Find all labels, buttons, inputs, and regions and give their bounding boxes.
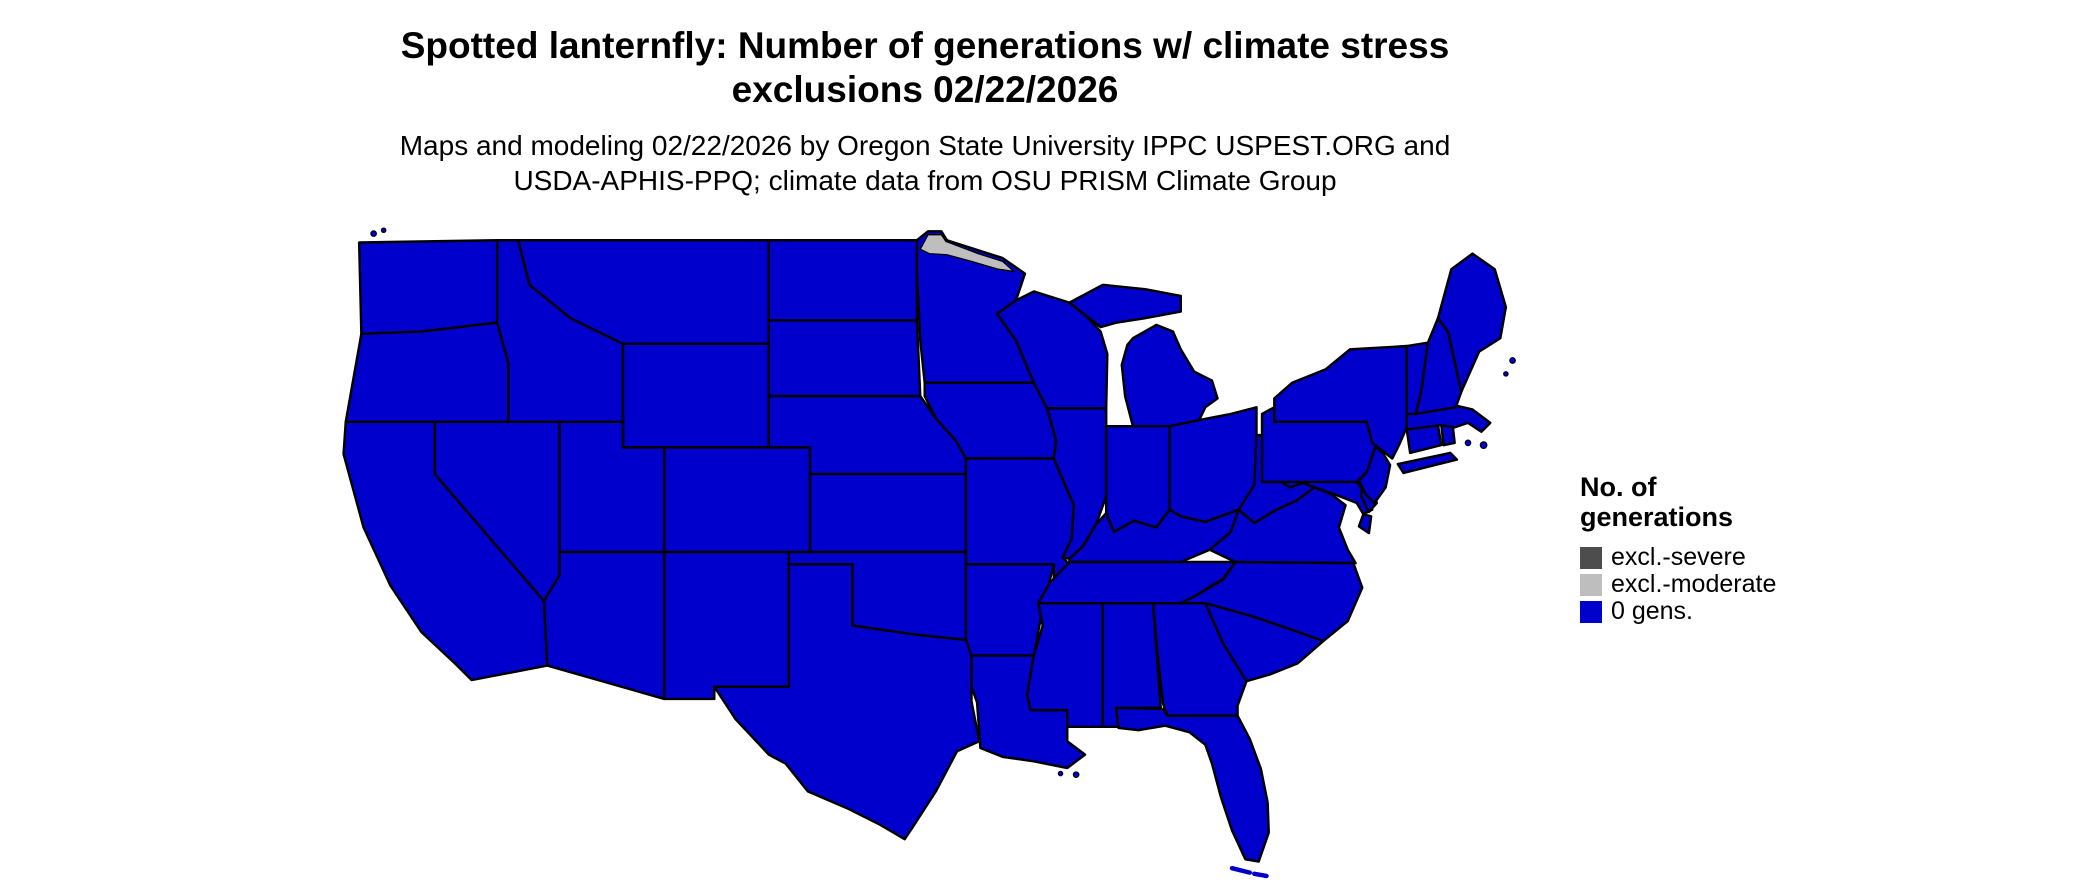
legend-swatch-zero-gens bbox=[1580, 600, 1602, 623]
legend-swatch-excl-severe bbox=[1580, 546, 1602, 569]
state-virginia bbox=[1208, 486, 1357, 565]
state-south-carolina bbox=[1204, 601, 1325, 683]
state-florida bbox=[1114, 706, 1270, 863]
island-nantucket bbox=[1479, 441, 1488, 450]
legend-item-excl-severe: excl.-severe bbox=[1580, 544, 1776, 571]
figure-heading: Spotted lanternfly: Number of generation… bbox=[0, 24, 1850, 198]
island-maine-coast bbox=[1509, 357, 1516, 364]
legend-item-excl-moderate: excl.-moderate bbox=[1580, 571, 1776, 598]
map-legend: No. of generations excl.-severe excl.-mo… bbox=[1580, 472, 1776, 625]
state-michigan-upper-peninsula bbox=[1068, 283, 1183, 329]
island-puget bbox=[380, 227, 387, 234]
us-choropleth-map bbox=[342, 227, 1516, 879]
island-san-juan bbox=[370, 230, 377, 237]
island-maine-coast-2 bbox=[1503, 371, 1509, 377]
figure-title-line1: Spotted lanternfly: Number of generation… bbox=[400, 25, 1450, 66]
state-north-dakota bbox=[767, 239, 919, 322]
state-indiana bbox=[1104, 424, 1171, 534]
legend-items: excl.-severe excl.-moderate 0 gens. bbox=[1580, 544, 1776, 625]
figure-subtitle-line1: Maps and modeling 02/22/2026 by Oregon S… bbox=[399, 130, 1451, 161]
legend-label-excl-moderate: excl.-moderate bbox=[1611, 570, 1777, 598]
state-washington bbox=[357, 239, 499, 336]
state-new-mexico bbox=[662, 550, 791, 701]
state-oregon bbox=[344, 321, 510, 423]
legend-label-excl-severe: excl.-severe bbox=[1611, 543, 1746, 571]
legend-title-line1: No. of bbox=[1580, 472, 1657, 502]
island-louisiana-coast bbox=[1072, 771, 1080, 779]
figure-subtitle: Maps and modeling 02/22/2026 by Oregon S… bbox=[0, 128, 1850, 198]
state-kansas bbox=[808, 472, 968, 554]
legend-item-zero-gens: 0 gens. bbox=[1580, 598, 1776, 625]
state-texas bbox=[713, 563, 981, 841]
legend-title-line2: generations bbox=[1580, 502, 1734, 532]
florida-keys bbox=[1229, 865, 1269, 879]
figure-title-line2: exclusions 02/22/2026 bbox=[731, 69, 1119, 110]
state-colorado bbox=[662, 446, 812, 554]
state-south-dakota bbox=[767, 319, 922, 398]
islands-group bbox=[370, 227, 1516, 779]
island-marthas-vineyard bbox=[1464, 439, 1472, 447]
state-maine bbox=[1436, 252, 1508, 393]
island-louisiana-coast-2 bbox=[1057, 770, 1064, 777]
state-arizona bbox=[542, 550, 666, 701]
state-wisconsin bbox=[995, 290, 1109, 410]
legend-title: No. of generations bbox=[1580, 472, 1776, 532]
legend-swatch-excl-moderate bbox=[1580, 573, 1602, 596]
state-wyoming bbox=[621, 342, 771, 449]
states-group bbox=[342, 227, 1516, 879]
excl-moderate-region-minnesota bbox=[919, 234, 1015, 273]
state-kentucky bbox=[1068, 508, 1240, 564]
legend-label-zero-gens: 0 gens. bbox=[1611, 597, 1694, 625]
state-virginia-eastern-shore bbox=[1357, 512, 1373, 535]
figure-subtitle-line2: USDA-APHIS-PPQ; climate data from OSU PR… bbox=[513, 165, 1337, 196]
state-new-york-long-island bbox=[1396, 451, 1459, 475]
state-michigan-lower-peninsula bbox=[1120, 323, 1219, 428]
